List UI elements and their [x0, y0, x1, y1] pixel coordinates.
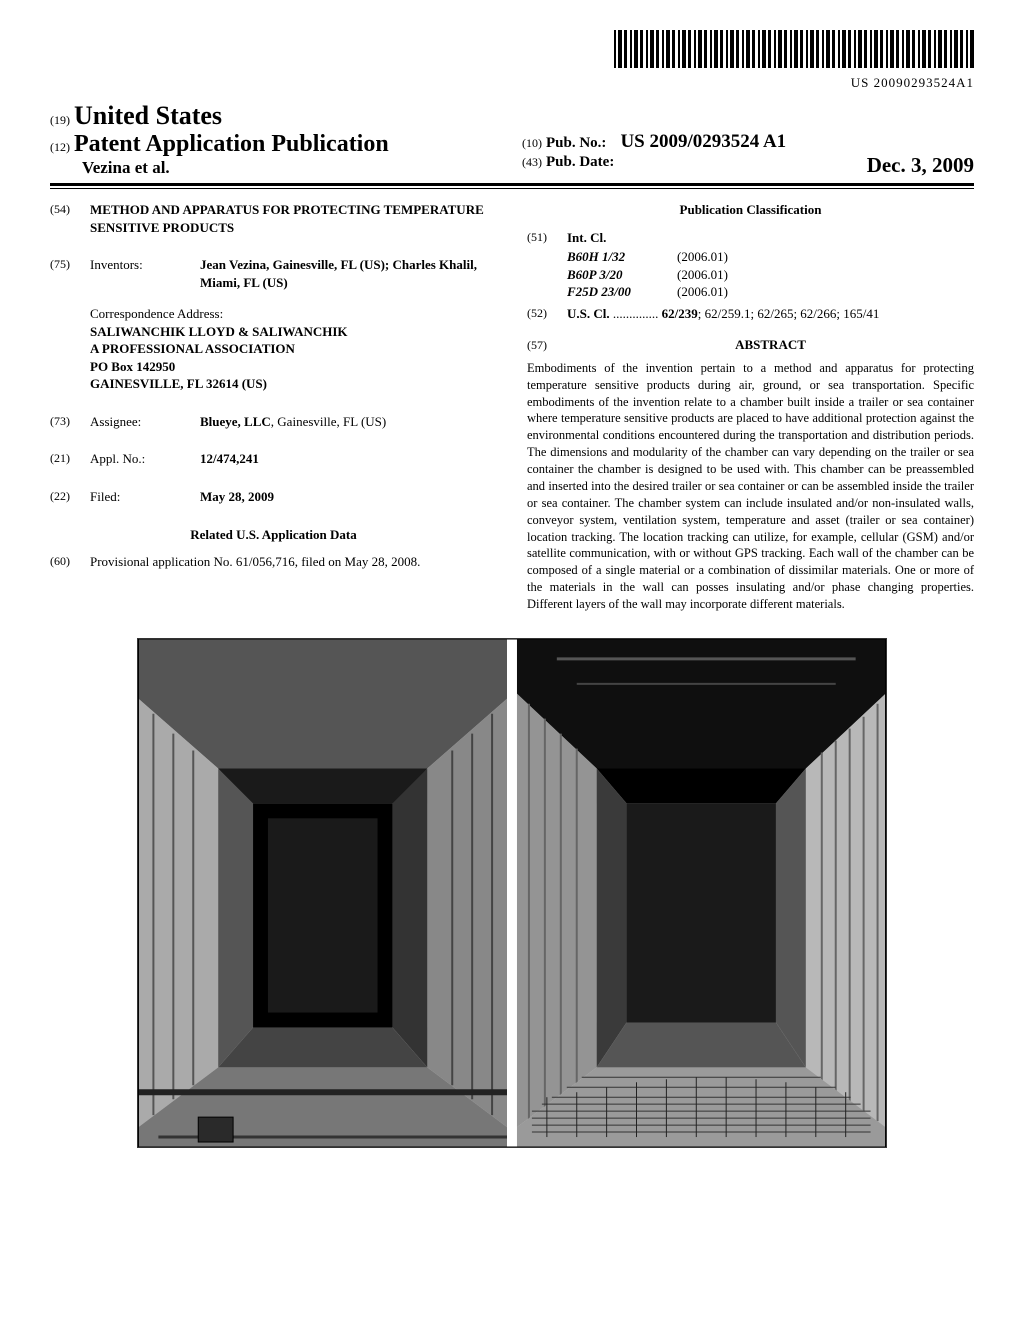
- abstract-section: (57) ABSTRACT Embodiments of the inventi…: [527, 324, 974, 613]
- patent-figure: [137, 638, 887, 1148]
- applno-value: 12/474,241: [200, 450, 497, 468]
- field-title: (54) METHOD AND APPARATUS FOR PROTECTING…: [50, 201, 497, 236]
- header-right: (10) Pub. No.: US 2009/0293524 A1 (43) P…: [502, 131, 974, 178]
- pub-date-label: Pub. Date:: [546, 154, 614, 170]
- intcl-row-2: F25D 23/00 (2006.01): [567, 283, 974, 301]
- authors-line: Vezina et al.: [50, 158, 502, 178]
- barcode-section: US 20090293524A1: [50, 30, 974, 91]
- uscl-label: U.S. Cl.: [567, 306, 610, 321]
- intcl-class-0: B60H 1/32: [567, 248, 677, 266]
- intcl-class-1: B60P 3/20: [567, 266, 677, 284]
- country: United States: [74, 101, 222, 130]
- field-intcl: (51) Int. Cl.: [527, 229, 974, 247]
- related-heading: Related U.S. Application Data: [50, 526, 497, 544]
- header-left: (19) United States (12) Patent Applicati…: [50, 101, 502, 178]
- classification-heading: Publication Classification: [527, 201, 974, 219]
- uscl-code: (52): [527, 305, 567, 323]
- header-row: (19) United States (12) Patent Applicati…: [50, 101, 974, 178]
- pub-type: Patent Application Publication: [74, 131, 389, 157]
- inventors-code: (75): [50, 256, 90, 291]
- intcl-edition-2: (2006.01): [677, 283, 974, 301]
- abstract-heading: ABSTRACT: [567, 336, 974, 354]
- code-12: (12): [50, 140, 70, 154]
- applno-code: (21): [50, 450, 90, 468]
- field-inventors: (75) Inventors: Jean Vezina, Gainesville…: [50, 256, 497, 291]
- correspondence-line4: GAINESVILLE, FL 32614 (US): [90, 375, 497, 393]
- uscl-dots: ..............: [610, 306, 662, 321]
- field-applno: (21) Appl. No.: 12/474,241: [50, 450, 497, 468]
- inventors-label: Inventors:: [90, 256, 200, 291]
- filed-value: May 28, 2009: [200, 488, 497, 506]
- authors: Vezina et al.: [82, 158, 170, 177]
- title-code: (54): [50, 201, 90, 236]
- field-uscl: (52) U.S. Cl. .............. 62/239; 62/…: [527, 305, 974, 323]
- intcl-class-2: F25D 23/00: [567, 283, 677, 301]
- abstract-header: (57) ABSTRACT: [527, 324, 974, 360]
- intcl-row-1: B60P 3/20 (2006.01): [567, 266, 974, 284]
- intcl-label: Int. Cl.: [567, 229, 974, 247]
- content-columns: (54) METHOD AND APPARATUS FOR PROTECTING…: [50, 201, 974, 613]
- uscl-rest: ; 62/259.1; 62/265; 62/266; 165/41: [698, 306, 880, 321]
- intcl-edition-1: (2006.01): [677, 266, 974, 284]
- field-filed: (22) Filed: May 28, 2009: [50, 488, 497, 506]
- assignee-rest: , Gainesville, FL (US): [271, 414, 386, 429]
- title-text: METHOD AND APPARATUS FOR PROTECTING TEMP…: [90, 201, 497, 236]
- abstract-code: (57): [527, 337, 567, 353]
- filed-code: (22): [50, 488, 90, 506]
- assignee-bold: Blueye, LLC: [200, 414, 271, 429]
- assignee-label: Assignee:: [90, 413, 200, 431]
- code-43: (43): [522, 155, 542, 169]
- related-code: (60): [50, 553, 90, 571]
- inventors-value: Jean Vezina, Gainesville, FL (US); Charl…: [200, 256, 497, 291]
- figure-area: [50, 638, 974, 1148]
- abstract-text: Embodiments of the invention pertain to …: [527, 360, 974, 613]
- applno-label: Appl. No.:: [90, 450, 200, 468]
- code-10: (10): [522, 136, 542, 150]
- correspondence-line3: PO Box 142950: [90, 358, 497, 376]
- assignee-value: Blueye, LLC, Gainesville, FL (US): [200, 413, 497, 431]
- intcl-code: (51): [527, 229, 567, 247]
- right-column: Publication Classification (51) Int. Cl.…: [527, 201, 974, 613]
- divider-thick: [50, 183, 974, 186]
- code-19: (19): [50, 113, 70, 127]
- intcl-row-0: B60H 1/32 (2006.01): [567, 248, 974, 266]
- intcl-edition-0: (2006.01): [677, 248, 974, 266]
- intcl-rows: B60H 1/32 (2006.01) B60P 3/20 (2006.01) …: [567, 248, 974, 301]
- related-text: Provisional application No. 61/056,716, …: [90, 553, 497, 571]
- correspondence-label: Correspondence Address:: [90, 305, 497, 323]
- assignee-code: (73): [50, 413, 90, 431]
- correspondence-line1: SALIWANCHIK LLOYD & SALIWANCHIK: [90, 323, 497, 341]
- correspondence: Correspondence Address: SALIWANCHIK LLOY…: [90, 305, 497, 393]
- field-assignee: (73) Assignee: Blueye, LLC, Gainesville,…: [50, 413, 497, 431]
- pubdate-line: (43) Pub. Date: Dec. 3, 2009: [522, 153, 974, 171]
- pub-no: US 2009/0293524 A1: [620, 131, 786, 152]
- field-related: (60) Provisional application No. 61/056,…: [50, 553, 497, 571]
- country-line: (19) United States: [50, 101, 502, 131]
- uscl-bold: 62/239: [662, 306, 698, 321]
- pub-no-label: Pub. No.:: [546, 135, 606, 151]
- left-column: (54) METHOD AND APPARATUS FOR PROTECTING…: [50, 201, 497, 613]
- barcode-number: US 20090293524A1: [50, 75, 974, 91]
- pubno-line: (10) Pub. No.: US 2009/0293524 A1: [522, 131, 974, 153]
- divider-thin: [50, 188, 974, 189]
- barcode-graphic: [614, 30, 974, 68]
- uscl-value: U.S. Cl. .............. 62/239; 62/259.1…: [567, 305, 974, 323]
- pub-date: Dec. 3, 2009: [867, 153, 974, 178]
- pubtype-line: (12) Patent Application Publication: [50, 131, 502, 158]
- correspondence-line2: A PROFESSIONAL ASSOCIATION: [90, 340, 497, 358]
- filed-label: Filed:: [90, 488, 200, 506]
